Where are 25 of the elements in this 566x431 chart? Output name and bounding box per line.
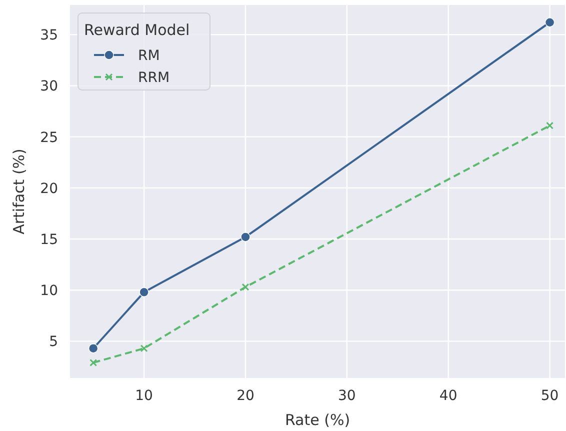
legend-label: RM	[138, 48, 160, 64]
point	[242, 283, 250, 291]
point	[546, 122, 554, 130]
y-tick-label: 10	[40, 283, 58, 300]
y-tick-label: 20	[40, 180, 58, 197]
x-tick-label: 30	[338, 388, 356, 404]
y-tick-label: 15	[40, 232, 58, 248]
y-axis-title: Artifact (%)	[10, 148, 28, 234]
x-tick-label: 20	[236, 388, 254, 404]
x-axis-title: Rate (%)	[284, 411, 350, 429]
y-tick-label: 25	[40, 130, 58, 146]
x-tick-label: 50	[540, 388, 559, 404]
point	[139, 287, 149, 298]
point	[90, 358, 98, 366]
legend-title: Reward Model	[84, 21, 190, 39]
y-tick-label: 35	[40, 28, 58, 44]
point	[88, 344, 98, 354]
x-tick-label: 40	[439, 388, 458, 404]
y-tick-label: 5	[49, 334, 58, 350]
point	[240, 232, 250, 242]
legend-label: RRM	[138, 70, 170, 86]
point	[544, 18, 555, 28]
point	[140, 344, 148, 352]
y-tick-label: 30	[40, 78, 58, 95]
x-tick-label: 10	[135, 388, 153, 404]
